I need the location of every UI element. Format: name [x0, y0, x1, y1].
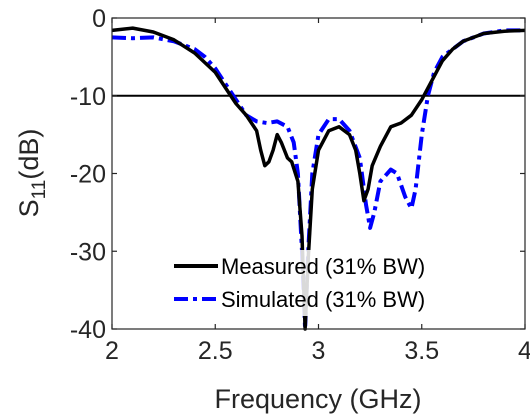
y-tick-label: 0: [92, 5, 106, 33]
y-axis-label-subscript: 11: [29, 180, 50, 200]
x-tick-label: 4: [518, 337, 530, 365]
y-axis-label-suffix: (dB): [14, 129, 44, 180]
x-tick-label: 3: [312, 337, 326, 365]
y-tick-label: -10: [70, 83, 106, 111]
x-axis-label: Frequency (GHz): [214, 384, 421, 414]
x-tick-label: 3.5: [404, 337, 439, 365]
x-tick-label: 2.5: [198, 337, 233, 365]
y-tick-label: -30: [70, 238, 106, 266]
legend: Measured (31% BW) Simulated (31% BW): [168, 250, 468, 316]
y-tick-label: -40: [70, 316, 106, 344]
x-tick-label: 2: [105, 337, 119, 365]
legend-label: Simulated (31% BW): [221, 287, 425, 312]
y-axis-label-base: S: [14, 199, 44, 217]
legend-label: Measured (31% BW): [221, 254, 425, 279]
y-tick-label: -20: [70, 161, 106, 189]
y-axis-label: S11(dB): [14, 129, 50, 218]
